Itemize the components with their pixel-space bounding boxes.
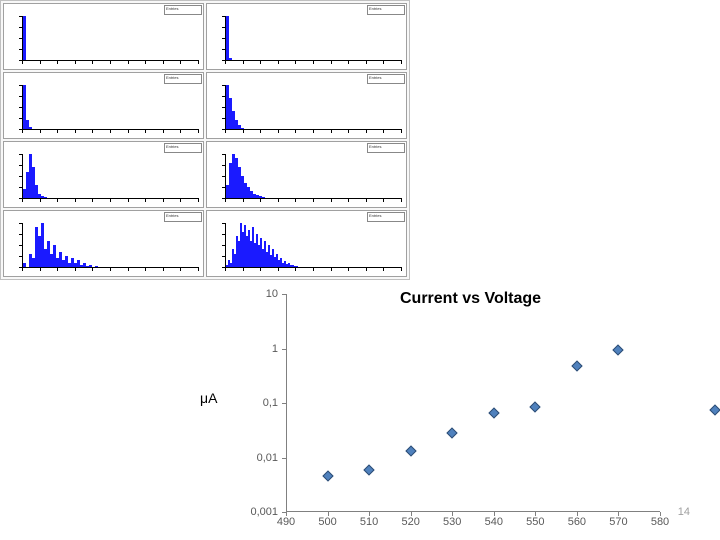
x-tick-label: 510 [360, 516, 378, 528]
panel-legend: Entries [367, 143, 405, 153]
plot-area: 1010,10,010,0014905005105205305405505605… [286, 294, 660, 512]
x-tick-label: 520 [401, 516, 419, 528]
histogram-bars [226, 154, 402, 198]
y-tick-label: 0,1 [263, 397, 278, 409]
histogram-bars [226, 223, 402, 267]
data-point [530, 401, 541, 412]
y-tick-label: 10 [266, 288, 278, 300]
panel-legend: Entries [367, 212, 405, 222]
panel-legend: Entries [164, 143, 202, 153]
x-axis [286, 511, 660, 512]
histogram-bars [226, 16, 402, 60]
x-tick-label: 500 [318, 516, 336, 528]
panel-legend: Entries [164, 5, 202, 15]
histogram-panel: Entries [206, 3, 407, 70]
panel-legend: Entries [367, 5, 405, 15]
histogram-panel: Entries [206, 210, 407, 277]
histogram-panel: Entries [206, 141, 407, 208]
panel-legend: Entries [164, 212, 202, 222]
x-tick-label: 570 [609, 516, 627, 528]
data-point [405, 446, 416, 457]
x-tick-label: 560 [568, 516, 586, 528]
histogram-panel: Entries [3, 72, 204, 139]
x-tick-label: 550 [526, 516, 544, 528]
legend-swatch [710, 404, 720, 415]
y-tick [282, 458, 286, 459]
panel-legend: Entries [367, 74, 405, 84]
data-point [571, 360, 582, 371]
panel-legend: Entries [164, 74, 202, 84]
data-point [613, 344, 624, 355]
y-axis-label: μA [200, 390, 217, 406]
y-tick-label: 0,001 [250, 506, 278, 518]
y-tick [282, 349, 286, 350]
histogram-panel: Entries [3, 210, 204, 277]
x-tick-label: 540 [485, 516, 503, 528]
histogram-bars [23, 85, 199, 129]
histogram-bars [23, 223, 199, 267]
x-tick-label: 580 [651, 516, 669, 528]
data-point [363, 464, 374, 475]
x-tick-label: 490 [277, 516, 295, 528]
page-number: 14 [678, 506, 690, 518]
scatter-chart: Current vs Voltage μA 1010,10,010,001490… [230, 290, 710, 530]
y-axis [286, 294, 287, 512]
data-point [488, 408, 499, 419]
x-tick-label: 530 [443, 516, 461, 528]
data-point [447, 427, 458, 438]
histogram-bars [226, 85, 402, 129]
y-tick [282, 294, 286, 295]
histogram-panel: Entries [3, 141, 204, 208]
histogram-panel: Entries [206, 72, 407, 139]
y-tick [282, 403, 286, 404]
data-point [322, 471, 333, 482]
histogram-grid: Entries Entries Entries Entries Entries Entri… [0, 0, 410, 280]
y-tick-label: 0,01 [257, 452, 278, 464]
histogram-bars [23, 154, 199, 198]
legend: Current [711, 404, 720, 416]
histogram-panel: Entries [3, 3, 204, 70]
histogram-bars [23, 16, 199, 60]
y-tick-label: 1 [272, 343, 278, 355]
